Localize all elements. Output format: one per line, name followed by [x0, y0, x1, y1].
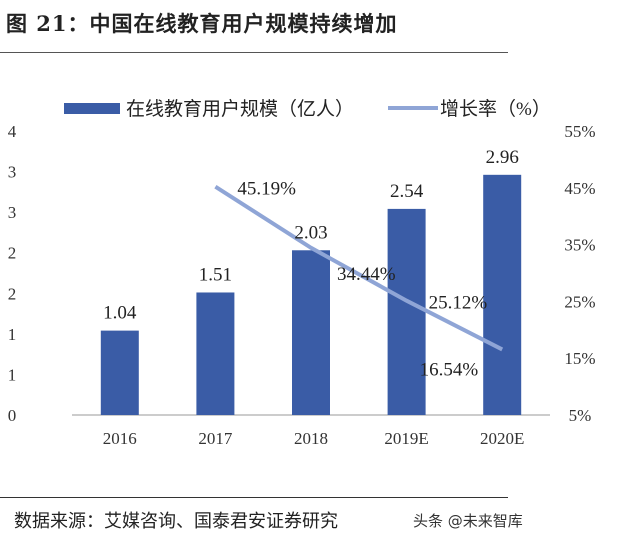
line-data-label: 25.12%: [429, 293, 488, 314]
bar: [196, 292, 235, 415]
right-tick-label: 5%: [569, 406, 592, 425]
line-data-label: 16.54%: [420, 359, 479, 380]
legend-bar-label: 在线教育用户规模（亿人）: [126, 98, 354, 120]
left-tick-label: 2: [8, 284, 17, 303]
growth-line: [214, 185, 504, 352]
watermark: 头条 @未来智库: [413, 512, 523, 530]
left-tick-label: 1: [8, 325, 17, 344]
source-note: 数据来源：艾媒咨询、国泰君安证券研究: [14, 511, 338, 532]
x-tick-label: 2016: [103, 429, 137, 448]
left-tick-label: 0: [8, 406, 17, 425]
line-data-label: 45.19%: [237, 179, 296, 200]
bar-data-label: 2.54: [390, 181, 424, 202]
x-tick-label: 2018: [294, 429, 328, 448]
right-tick-label: 55%: [564, 122, 595, 141]
figure-title: 图 21：中国在线教育用户规模持续增加: [6, 11, 398, 36]
bar: [483, 174, 522, 415]
x-tick-label: 2019E: [384, 429, 428, 448]
top-divider: [0, 52, 508, 53]
legend-bar-swatch: [64, 103, 120, 114]
line-data-label: 34.44%: [337, 264, 396, 285]
bar: [387, 208, 426, 415]
bar-data-label: 1.04: [103, 303, 137, 324]
right-tick-label: 15%: [564, 349, 595, 368]
left-tick-label: 4: [8, 122, 17, 141]
x-tick-label: 2017: [198, 429, 233, 448]
right-tick-label: 35%: [564, 236, 595, 255]
left-tick-label: 1: [8, 365, 17, 384]
right-tick-label: 45%: [564, 179, 595, 198]
bottom-divider: [0, 497, 508, 498]
legend-line-label: 增长率（%）: [440, 98, 551, 120]
left-tick-label: 2: [8, 244, 17, 263]
right-tick-label: 25%: [564, 292, 595, 311]
x-tick-label: 2020E: [480, 429, 524, 448]
bar: [292, 250, 330, 415]
left-tick-label: 3: [8, 203, 17, 222]
bar: [100, 330, 139, 415]
bar-data-label: 2.96: [486, 147, 519, 168]
left-tick-label: 3: [8, 163, 17, 182]
bar-data-label: 1.51: [199, 264, 232, 285]
bar-data-label: 2.03: [294, 222, 327, 243]
